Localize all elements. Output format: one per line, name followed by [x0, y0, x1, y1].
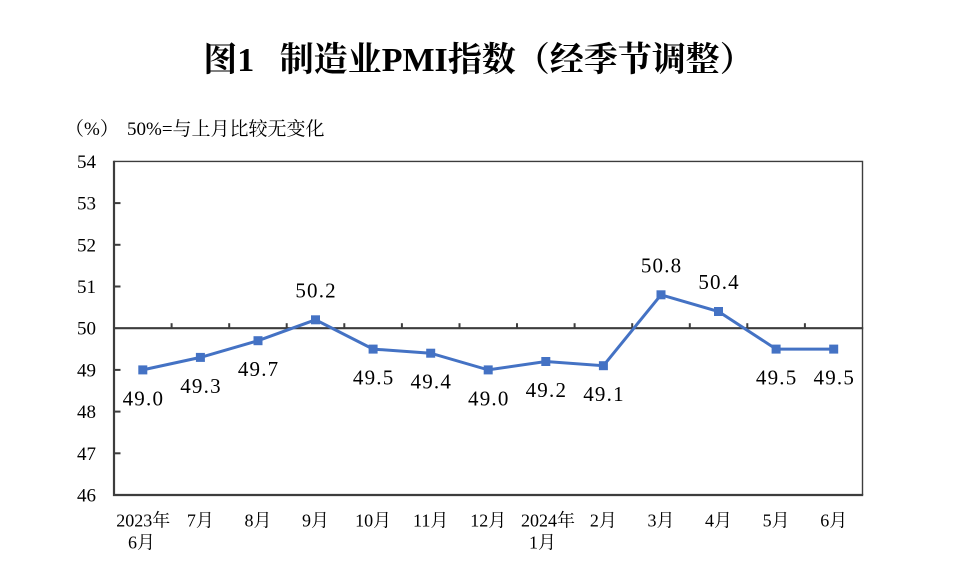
svg-text:49.0: 49.0	[468, 386, 510, 410]
svg-text:50.4: 50.4	[698, 270, 740, 294]
svg-text:54: 54	[77, 152, 97, 173]
svg-text:1月: 1月	[529, 533, 556, 553]
svg-text:9月: 9月	[302, 511, 329, 531]
svg-text:5月: 5月	[763, 511, 790, 531]
svg-text:8月: 8月	[245, 511, 272, 531]
svg-text:49.2: 49.2	[526, 378, 568, 402]
svg-text:11月: 11月	[413, 511, 448, 531]
svg-text:50.2: 50.2	[295, 278, 337, 302]
svg-text:3月: 3月	[648, 511, 675, 531]
svg-text:49.5: 49.5	[353, 366, 395, 390]
svg-text:4月: 4月	[705, 511, 732, 531]
svg-text:47: 47	[77, 444, 96, 465]
svg-text:6月: 6月	[820, 511, 847, 531]
svg-text:49.3: 49.3	[180, 374, 222, 398]
svg-text:49.0: 49.0	[123, 386, 165, 410]
svg-text:（%）: （%）	[65, 118, 119, 140]
svg-text:10月: 10月	[355, 511, 391, 531]
svg-text:50: 50	[77, 319, 96, 340]
svg-text:52: 52	[77, 235, 96, 256]
svg-text:48: 48	[77, 402, 96, 423]
svg-text:53: 53	[77, 194, 96, 215]
svg-text:6月: 6月	[128, 533, 155, 553]
svg-text:图1 制造业PMI指数（经季节调整）: 图1 制造业PMI指数（经季节调整）	[203, 40, 754, 79]
svg-text:50.8: 50.8	[641, 253, 683, 277]
svg-text:49.1: 49.1	[583, 382, 625, 406]
svg-text:49.5: 49.5	[814, 366, 856, 390]
svg-text:7月: 7月	[187, 511, 214, 531]
svg-text:46: 46	[77, 486, 96, 507]
svg-text:50%=与上月比较无变化: 50%=与上月比较无变化	[127, 118, 325, 140]
svg-text:49: 49	[77, 360, 96, 381]
svg-text:49.4: 49.4	[411, 370, 453, 394]
svg-text:51: 51	[77, 277, 96, 298]
svg-text:12月: 12月	[470, 511, 506, 531]
svg-text:2月: 2月	[590, 511, 617, 531]
svg-text:49.7: 49.7	[238, 357, 280, 381]
svg-text:2024年: 2024年	[521, 510, 575, 531]
svg-text:49.5: 49.5	[756, 366, 798, 390]
svg-text:2023年: 2023年	[116, 510, 170, 531]
